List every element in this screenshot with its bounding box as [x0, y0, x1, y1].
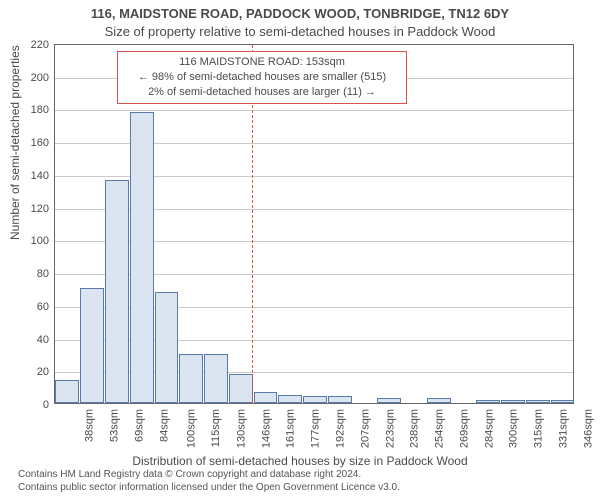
- x-tick-label: 84sqm: [158, 409, 170, 442]
- callout-box: 116 MAIDSTONE ROAD: 153sqm← 98% of semi-…: [117, 51, 407, 104]
- x-tick-label: 69sqm: [133, 409, 145, 442]
- y-tick-label: 220: [31, 39, 49, 51]
- y-tick-label: 60: [37, 301, 49, 313]
- bar: [254, 392, 278, 403]
- x-axis-label: Distribution of semi-detached houses by …: [0, 454, 600, 468]
- y-tick-label: 40: [37, 334, 49, 346]
- bar: [551, 400, 575, 403]
- x-tick-label: 284sqm: [483, 409, 495, 448]
- y-tick-label: 120: [31, 203, 49, 215]
- attribution-line: Contains public sector information licen…: [18, 481, 400, 494]
- x-tick-label: 146sqm: [260, 409, 272, 448]
- y-tick-label: 20: [37, 366, 49, 378]
- bar: [130, 112, 154, 403]
- bar: [303, 396, 327, 403]
- x-tick-label: 269sqm: [458, 409, 470, 448]
- bar: [55, 380, 79, 403]
- x-tick-label: 115sqm: [210, 409, 222, 447]
- y-tick-label: 200: [31, 72, 49, 84]
- y-tick-label: 100: [31, 235, 49, 247]
- bar: [105, 180, 129, 403]
- x-tick-label: 192sqm: [335, 409, 347, 448]
- bar: [80, 288, 104, 403]
- callout-line: 2% of semi-detached houses are larger (1…: [124, 85, 400, 100]
- bar: [377, 398, 401, 403]
- plot-area: 02040608010012014016018020022038sqm53sqm…: [54, 44, 574, 404]
- x-tick-label: 100sqm: [186, 409, 198, 448]
- bar: [328, 396, 352, 403]
- callout-line: 116 MAIDSTONE ROAD: 153sqm: [124, 55, 400, 70]
- x-tick-label: 238sqm: [409, 409, 421, 448]
- x-tick-label: 254sqm: [434, 409, 446, 448]
- y-tick-label: 140: [31, 170, 49, 182]
- bar: [476, 400, 500, 403]
- bar: [155, 292, 179, 403]
- x-tick-label: 38sqm: [84, 409, 96, 442]
- attribution-line: Contains HM Land Registry data © Crown c…: [18, 468, 400, 481]
- chart-container: { "title": "116, MAIDSTONE ROAD, PADDOCK…: [0, 0, 600, 500]
- attribution: Contains HM Land Registry data © Crown c…: [18, 468, 400, 494]
- x-tick-label: 53sqm: [109, 409, 121, 442]
- x-tick-label: 130sqm: [236, 409, 248, 448]
- x-tick-label: 177sqm: [310, 409, 322, 448]
- x-tick-label: 300sqm: [508, 409, 520, 448]
- y-tick-label: 0: [43, 399, 49, 411]
- bar: [501, 400, 525, 403]
- bar: [526, 400, 550, 403]
- y-tick-label: 160: [31, 137, 49, 149]
- bar: [229, 374, 253, 403]
- y-tick-label: 180: [31, 104, 49, 116]
- x-tick-label: 315sqm: [533, 409, 545, 448]
- x-tick-label: 223sqm: [384, 409, 396, 448]
- x-tick-label: 161sqm: [285, 409, 297, 448]
- x-tick-label: 207sqm: [359, 409, 371, 448]
- bar: [427, 398, 451, 403]
- chart-title: 116, MAIDSTONE ROAD, PADDOCK WOOD, TONBR…: [0, 6, 600, 21]
- bar: [204, 354, 228, 403]
- y-tick-label: 80: [37, 268, 49, 280]
- y-axis-label: Number of semi-detached properties: [8, 45, 22, 240]
- x-tick-label: 346sqm: [582, 409, 594, 448]
- chart-subtitle: Size of property relative to semi-detach…: [0, 24, 600, 39]
- callout-line: ← 98% of semi-detached houses are smalle…: [124, 70, 400, 85]
- bar: [278, 395, 302, 403]
- x-tick-label: 331sqm: [557, 409, 569, 448]
- bar: [179, 354, 203, 403]
